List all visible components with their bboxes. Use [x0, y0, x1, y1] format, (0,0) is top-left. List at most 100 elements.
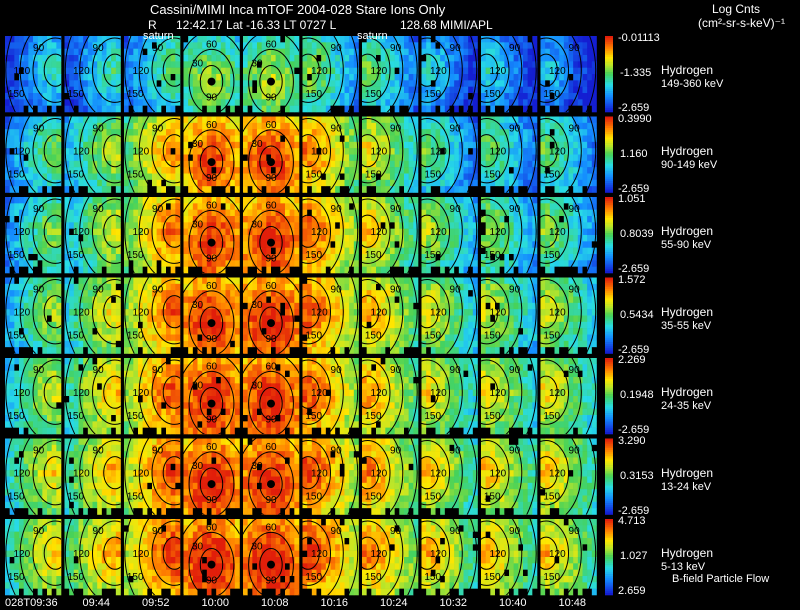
- colorbar-r1: [605, 116, 613, 193]
- heat-cell: [92, 347, 98, 354]
- heat-cell: [435, 266, 441, 274]
- heat-cell: [69, 235, 75, 242]
- heat-cell: [426, 186, 432, 193]
- heat-cell: [449, 266, 455, 274]
- heat-cell: [128, 186, 134, 193]
- heat-cell: [463, 254, 469, 261]
- heat-cell: [499, 154, 505, 162]
- heat-cell: [275, 241, 281, 248]
- heat-cell: [152, 116, 157, 124]
- heat-cell: [394, 122, 400, 130]
- heat-cell: [192, 99, 198, 106]
- heat-cell: [504, 129, 510, 136]
- heat-cell: [234, 74, 240, 81]
- heat-cell: [230, 160, 236, 168]
- heat-cell: [271, 154, 276, 162]
- heat-cell: [92, 203, 98, 210]
- contour-line: [199, 65, 224, 99]
- heat-cell: [111, 141, 117, 149]
- contour-label: 120: [311, 147, 328, 158]
- contour-line: [585, 197, 597, 273]
- heat-cell: [463, 55, 469, 62]
- colorbar-segment: [605, 235, 613, 238]
- heat-cell: [472, 203, 478, 210]
- heat-cell: [14, 216, 20, 223]
- heat-cell: [28, 328, 34, 335]
- heat-cell: [421, 254, 427, 261]
- contour-line: [43, 295, 61, 329]
- heat-cell: [115, 154, 121, 162]
- heat-cell: [5, 55, 10, 62]
- saturn-marker: [267, 77, 275, 86]
- heat-cell: [142, 129, 148, 136]
- heat-cell: [294, 61, 300, 68]
- heat-cell: [468, 42, 474, 49]
- heat-cell: [92, 116, 98, 124]
- heat-cell: [458, 186, 464, 193]
- heat-cell: [371, 42, 377, 49]
- heat-cell: [87, 260, 93, 267]
- colorbar-segment: [605, 265, 613, 268]
- heat-cell: [504, 105, 510, 113]
- heat-cell: [225, 80, 231, 87]
- heat-cell: [527, 135, 533, 143]
- heat-cell: [28, 283, 34, 291]
- heat-cell: [230, 247, 236, 255]
- heat-cell: [490, 260, 496, 267]
- heat-cell: [197, 167, 203, 174]
- heat-cell: [14, 266, 20, 274]
- contour-line: [79, 36, 96, 112]
- heat-cell: [83, 86, 89, 94]
- heat-cell: [366, 228, 372, 236]
- heat-cell: [532, 160, 538, 168]
- heat-cell: [73, 129, 79, 136]
- heat-cell: [106, 186, 112, 193]
- heat-cell: [128, 86, 134, 94]
- heat-cell: [206, 74, 212, 81]
- heat-cell: [92, 105, 98, 113]
- heat-cell: [124, 67, 129, 75]
- heat-cell: [271, 260, 276, 267]
- heat-cell: [166, 266, 171, 274]
- heat-cell: [23, 154, 29, 162]
- heat-cell: [261, 93, 267, 100]
- heat-cell: [490, 74, 496, 81]
- heat-cell: [390, 186, 395, 193]
- heat-cell: [128, 235, 134, 242]
- heat-cell: [404, 186, 409, 193]
- heat-cell: [499, 105, 505, 113]
- heat-cell: [197, 116, 203, 124]
- heat-cell: [230, 116, 236, 124]
- heat-cell: [211, 260, 217, 267]
- heat-cell: [247, 173, 253, 181]
- heat-cell: [28, 48, 34, 56]
- heat-cell: [302, 222, 308, 229]
- heat-cell: [523, 179, 528, 187]
- heat-cell: [573, 216, 579, 223]
- heat-cell: [362, 141, 367, 149]
- heat-cell: [307, 93, 313, 100]
- heat-cell: [390, 141, 395, 149]
- heat-cell: [175, 235, 181, 242]
- heat-cell: [220, 216, 226, 223]
- heat-cell: [87, 302, 93, 310]
- heat-cell: [518, 42, 524, 49]
- heat-cell: [128, 254, 134, 261]
- heat-cell: [307, 67, 313, 75]
- heat-cell: [499, 48, 505, 56]
- heat-cell: [14, 93, 20, 100]
- heat-cell: [42, 296, 48, 304]
- heat-cell: [408, 241, 414, 248]
- heat-cell: [188, 135, 194, 143]
- colorbar-segment: [605, 160, 613, 163]
- heat-cell: [152, 173, 157, 181]
- heat-cell: [421, 74, 427, 81]
- heat-cell: [485, 235, 491, 242]
- heat-cell: [97, 260, 103, 267]
- heat-cell: [513, 209, 519, 217]
- heat-cell: [197, 235, 203, 242]
- heat-cell: [170, 203, 176, 210]
- heat-cell: [257, 99, 262, 106]
- heat-cell: [385, 116, 391, 124]
